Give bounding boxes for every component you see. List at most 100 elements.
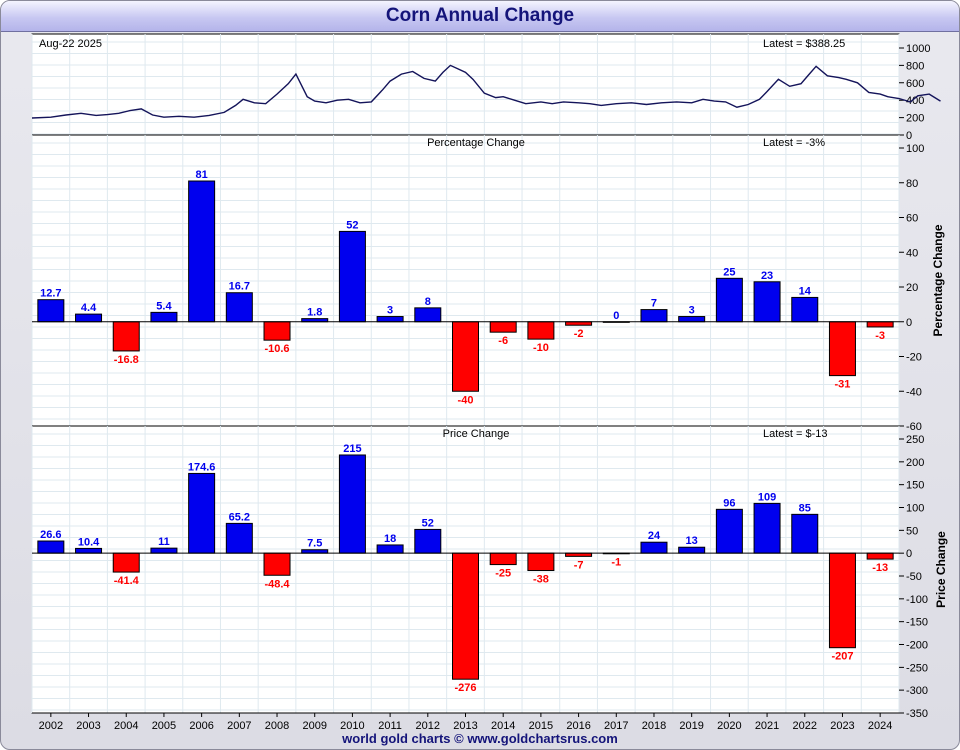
x-tick-label: 2016 bbox=[566, 720, 590, 732]
price-latest-label: Latest = $388.25 bbox=[763, 38, 845, 50]
dollar-panel-data-label: 215 bbox=[343, 443, 361, 455]
percent-panel-data-label: -40 bbox=[458, 394, 474, 406]
price-panel-ytick-label: 400 bbox=[906, 95, 924, 107]
chart-title: Corn Annual Change bbox=[385, 5, 575, 26]
dollar-panel-ytick-label: -300 bbox=[906, 685, 928, 697]
percent-panel-data-label: 52 bbox=[346, 219, 358, 231]
dollar-panel-bar bbox=[753, 502, 781, 554]
percent-panel-bar bbox=[414, 307, 442, 323]
dollar-panel-bar bbox=[715, 508, 743, 554]
x-tick-label: 2013 bbox=[453, 720, 477, 732]
dollar-panel-subtitle: Price Change bbox=[443, 428, 510, 440]
dollar-panel-bar bbox=[225, 522, 253, 554]
dollar-panel-data-label: -276 bbox=[454, 682, 476, 694]
dollar-panel-data-label: 109 bbox=[758, 491, 776, 503]
percent-panel-data-label: 23 bbox=[761, 270, 773, 282]
x-tick-label: 2002 bbox=[39, 720, 63, 732]
percent-panel-ytick-label: 60 bbox=[906, 213, 918, 225]
percent-panel-data-label: -31 bbox=[835, 379, 851, 391]
dollar-panel-ytick-label: -350 bbox=[906, 708, 928, 720]
dollar-panel-data-label: 96 bbox=[723, 497, 735, 509]
dollar-panel-bar bbox=[75, 547, 103, 554]
x-tick-label: 2007 bbox=[227, 720, 251, 732]
x-tick-label: 2006 bbox=[189, 720, 213, 732]
dollar-panel-data-label: -38 bbox=[533, 574, 549, 586]
percent-panel-bar bbox=[828, 321, 856, 377]
dollar-panel-data-label: -207 bbox=[831, 651, 853, 663]
percent-panel-bar bbox=[452, 321, 479, 392]
percent-panel-data-label: 4.4 bbox=[81, 302, 97, 314]
dollar-panel-bar bbox=[489, 552, 517, 566]
percent-panel-ytick-label: 0 bbox=[906, 317, 912, 329]
price-panel-ytick-label: 800 bbox=[906, 60, 924, 72]
x-tick-label: 2014 bbox=[491, 720, 515, 732]
dollar-panel-bar bbox=[414, 528, 442, 554]
x-tick-label: 2021 bbox=[755, 720, 779, 732]
percent-panel-ytick-label: 80 bbox=[906, 178, 918, 190]
dollar-panel-data-label: 7.5 bbox=[307, 538, 322, 550]
dollar-panel-bar bbox=[828, 552, 856, 649]
percent-panel-bar bbox=[715, 277, 743, 323]
dollar-panel-ytick-label: 50 bbox=[906, 525, 918, 537]
percent-panel-bar bbox=[678, 316, 706, 323]
dollar-panel-bar bbox=[188, 472, 216, 554]
x-tick-label: 2017 bbox=[604, 720, 628, 732]
dollar-panel-bar bbox=[301, 549, 329, 554]
percent-panel-bar bbox=[225, 292, 253, 323]
percent-panel-ytick-label: -60 bbox=[906, 421, 922, 433]
x-tick-label: 2024 bbox=[868, 720, 892, 732]
x-tick-label: 2023 bbox=[830, 720, 854, 732]
dollar-panel-ytick-label: 250 bbox=[906, 434, 924, 446]
percent-panel-data-label: -10.6 bbox=[264, 343, 289, 355]
percent-panel-ytick-label: -20 bbox=[906, 352, 922, 364]
percent-panel-bar bbox=[753, 281, 781, 323]
x-tick-label: 2015 bbox=[529, 720, 553, 732]
percent-panel-ytick-label: -40 bbox=[906, 386, 922, 398]
x-tick-label: 2010 bbox=[340, 720, 364, 732]
percent-panel-data-label: -16.8 bbox=[114, 354, 139, 366]
dollar-panel-ytick-label: -50 bbox=[906, 571, 922, 583]
x-tick-label: 2008 bbox=[265, 720, 289, 732]
percent-panel-bar bbox=[489, 321, 517, 333]
x-tick-label: 2022 bbox=[793, 720, 817, 732]
percent-panel-bar bbox=[791, 296, 819, 323]
dollar-panel-bar bbox=[791, 513, 819, 554]
x-tick-label: 2012 bbox=[416, 720, 440, 732]
dollar-panel-latest-label: Latest = $-13 bbox=[763, 428, 828, 440]
dollar-panel-ytick-label: -250 bbox=[906, 662, 928, 674]
percent-panel-data-label: -6 bbox=[498, 335, 508, 347]
x-tick-label: 2020 bbox=[717, 720, 741, 732]
dollar-panel-data-label: 18 bbox=[384, 533, 396, 545]
percent-panel-bar bbox=[866, 321, 894, 328]
title-bar: Corn Annual Change bbox=[1, 1, 959, 32]
percent-panel-data-label: 8 bbox=[425, 296, 431, 308]
percent-panel-bar bbox=[640, 309, 668, 323]
x-tick-label: 2019 bbox=[679, 720, 703, 732]
percent-panel-data-label: 3 bbox=[689, 305, 695, 317]
percent-panel-bar bbox=[338, 230, 366, 323]
price-panel-ytick-label: 1000 bbox=[906, 43, 930, 55]
percent-panel-ytick-label: 100 bbox=[906, 143, 924, 155]
dollar-panel-ytick-label: 200 bbox=[906, 457, 924, 469]
dollar-panel-data-label: 11 bbox=[158, 536, 170, 548]
percent-panel-bar bbox=[150, 311, 178, 323]
dollar-panel-bar bbox=[338, 454, 366, 554]
price-panel-ytick-label: 0 bbox=[906, 130, 912, 142]
percent-panel-ytick-label: 40 bbox=[906, 247, 918, 259]
percent-panel-bar bbox=[37, 299, 65, 323]
percent-panel-bar bbox=[75, 313, 103, 323]
footer-credit: world gold charts © www.goldchartsrus.co… bbox=[342, 731, 618, 746]
price-date-label: Aug-22 2025 bbox=[39, 38, 102, 50]
dollar-panel-data-label: 26.6 bbox=[40, 529, 61, 541]
dollar-panel-bar bbox=[37, 540, 65, 554]
dollar-panel-data-label: -41.4 bbox=[114, 575, 140, 587]
dollar-panel-ylabel: Price Change bbox=[934, 531, 948, 608]
percent-panel-bar bbox=[565, 321, 593, 326]
percent-panel-bar bbox=[188, 180, 216, 323]
dollar-panel-bar bbox=[640, 541, 668, 554]
x-tick-label: 2011 bbox=[378, 720, 402, 732]
percent-panel-data-label: 16.7 bbox=[229, 281, 250, 293]
dollar-panel-data-label: 174.6 bbox=[188, 461, 216, 473]
percent-panel-data-label: 14 bbox=[799, 285, 812, 297]
